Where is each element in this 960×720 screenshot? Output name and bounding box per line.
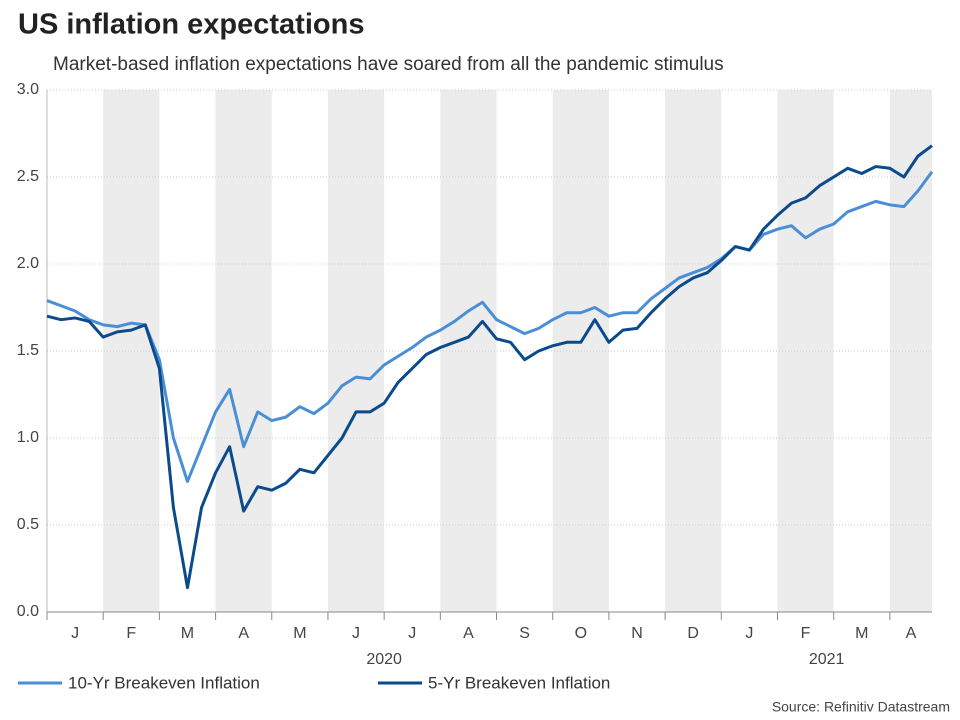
legend-label: 10-Yr Breakeven Inflation [68,673,260,692]
y-tick-label: 2.5 [17,168,39,185]
series-line [46,144,933,590]
x-tick-label: A [238,625,249,642]
month-band [665,90,722,612]
x-tick-label: N [631,625,643,642]
x-tick-label: S [519,625,530,642]
x-tick-label: J [71,625,79,642]
y-tick-label: 3.0 [17,81,39,98]
x-tick-label: F [801,625,811,642]
x-tick-label: M [181,625,194,642]
x-tick-label: M [293,625,306,642]
x-tick-label: A [463,625,474,642]
x-tick-label: O [575,625,587,642]
x-tick-label: J [745,625,753,642]
x-tick-label: D [687,625,699,642]
x-tick-label: M [855,625,868,642]
chart-title: US inflation expectations [18,9,364,41]
y-tick-label: 2.0 [17,255,39,272]
y-tick-label: 0.0 [17,603,39,620]
legend-label: 5-Yr Breakeven Inflation [428,673,610,692]
x-tick-label: F [126,625,136,642]
y-tick-label: 1.0 [17,429,39,446]
month-band [552,90,609,612]
y-tick-label: 0.5 [17,516,39,533]
chart-subtitle: Market-based inflation expectations have… [53,54,724,75]
source: Source: Refinitiv Datastream [772,699,950,715]
y-tick-label: 1.5 [17,342,39,359]
x-tick-label: J [408,625,416,642]
x-group-label: 2021 [809,651,845,668]
x-group-label: 2020 [366,651,402,668]
series-line [46,170,934,483]
x-tick-label: J [352,625,360,642]
x-tick-label: A [906,625,917,642]
